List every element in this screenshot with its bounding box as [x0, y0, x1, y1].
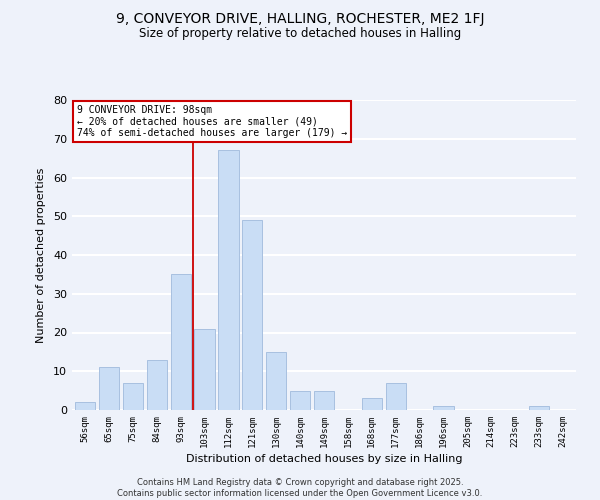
- Bar: [529, 406, 549, 410]
- Bar: [290, 390, 310, 410]
- Bar: [146, 360, 167, 410]
- Bar: [362, 398, 382, 410]
- Bar: [242, 220, 262, 410]
- Bar: [433, 406, 454, 410]
- Bar: [266, 352, 286, 410]
- Text: 9, CONVEYOR DRIVE, HALLING, ROCHESTER, ME2 1FJ: 9, CONVEYOR DRIVE, HALLING, ROCHESTER, M…: [116, 12, 484, 26]
- X-axis label: Distribution of detached houses by size in Halling: Distribution of detached houses by size …: [186, 454, 462, 464]
- Bar: [194, 328, 215, 410]
- Bar: [99, 368, 119, 410]
- Bar: [218, 150, 239, 410]
- Y-axis label: Number of detached properties: Number of detached properties: [36, 168, 46, 342]
- Bar: [314, 390, 334, 410]
- Bar: [123, 383, 143, 410]
- Text: Size of property relative to detached houses in Halling: Size of property relative to detached ho…: [139, 28, 461, 40]
- Bar: [75, 402, 95, 410]
- Text: 9 CONVEYOR DRIVE: 98sqm
← 20% of detached houses are smaller (49)
74% of semi-de: 9 CONVEYOR DRIVE: 98sqm ← 20% of detache…: [77, 104, 347, 138]
- Text: Contains HM Land Registry data © Crown copyright and database right 2025.
Contai: Contains HM Land Registry data © Crown c…: [118, 478, 482, 498]
- Bar: [386, 383, 406, 410]
- Bar: [170, 274, 191, 410]
